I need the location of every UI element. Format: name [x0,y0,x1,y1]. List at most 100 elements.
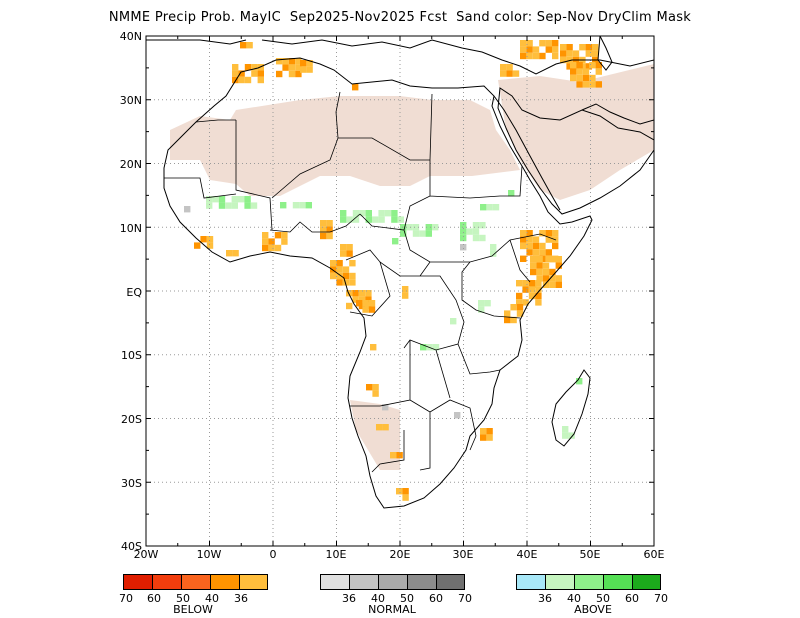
below-cell [520,255,527,262]
below-cell [246,42,253,49]
below-cell [276,70,283,78]
below-cell [570,68,577,75]
below-cell [545,46,552,53]
above-cell [412,224,420,231]
above-cell [231,196,238,203]
below-cell [532,249,540,256]
lat-label-30s: 30S [121,477,142,490]
below-cell [542,275,550,282]
caspian-coastline [597,36,613,71]
above-cell [384,210,392,217]
below-cell [545,255,552,262]
normal-cell [454,412,461,419]
above-cell [460,228,467,235]
below-cell [552,230,559,237]
above-cell [425,224,432,231]
below-cell [510,304,517,311]
normal-cell [460,244,467,251]
normal-tick-40: 40 [371,592,385,605]
above-legend-bar [516,574,661,590]
below-cell [535,299,542,306]
below-cell [589,74,596,82]
above-cell [372,216,379,223]
below-cell [585,50,592,57]
below-cell [240,42,247,49]
below-cell [566,56,573,64]
above-cell [244,196,251,203]
normal-legend-bar [320,574,465,590]
below-cell [349,279,356,286]
below-cell [510,316,517,324]
above-cell [460,234,467,242]
below-cell [530,262,537,269]
below-cell [516,310,524,317]
above-tick-40: 40 [567,592,581,605]
below-cell [352,84,359,91]
below-legend-bar [123,574,268,590]
below-tick-70: 70 [119,592,133,605]
below-cell [330,272,337,280]
below-cell [535,286,542,293]
below-cell [349,272,356,280]
lon-label-20e: 20E [390,548,411,561]
below-cell [268,238,275,245]
below-cell [549,275,556,282]
below-cell [346,302,353,310]
probability-cells-layer [184,40,602,501]
above-cell [432,224,439,231]
below-cell [257,70,264,77]
below-cell [530,268,537,276]
below-cell [365,296,372,303]
below-cell [396,452,403,459]
above-swatch-70 [632,574,661,590]
below-cell [536,275,543,282]
above-cell [484,300,491,307]
below-cell [320,226,327,233]
longitude-labels: 20W 10W 0 10E 20E 30E 40E 50E 60E [134,548,665,561]
lon-label-50e: 50E [580,548,601,561]
below-cell [500,70,507,77]
lon-label-10e: 10E [326,548,347,561]
above-tick-36: 36 [538,592,552,605]
normal-swatch-60 [407,574,436,590]
below-cell [520,230,527,237]
below-cell [326,220,333,227]
above-swatch-36 [516,574,545,590]
above-swatch-50 [574,574,603,590]
above-cell [568,432,575,439]
below-swatch-60 [152,574,181,590]
above-cell [450,318,457,325]
below-cell [276,58,283,65]
lat-label-40s: 40S [121,540,142,553]
below-cell [257,76,264,84]
below-cell [295,58,302,65]
below-cell [528,292,536,300]
below-cell [402,488,409,495]
below-cell [300,66,307,73]
below-cell [539,230,546,237]
above-cell [346,216,353,223]
below-cell [504,316,511,324]
below-cell [582,68,590,75]
above-cell [478,300,485,307]
persian-gulf-coastline [581,103,654,125]
below-cell [352,290,359,297]
above-cell [479,234,486,242]
normal-tick-50: 50 [400,592,414,605]
below-cell [288,64,296,71]
below-cell [480,434,487,441]
below-cell [340,250,347,257]
below-cell [549,281,556,288]
normal-legend-label: NORMAL [368,603,416,616]
above-cell [486,204,493,211]
below-cell [232,70,239,77]
below-cell [326,226,333,233]
below-cell [382,424,389,431]
below-cell [362,306,369,313]
lon-label-30e: 30E [453,548,474,561]
map-title: NMME Precip Prob. MayIC Sep2025-Nov2025 … [108,10,692,25]
below-cell [560,50,567,57]
below-cell [206,242,214,249]
above-cell [562,426,569,433]
